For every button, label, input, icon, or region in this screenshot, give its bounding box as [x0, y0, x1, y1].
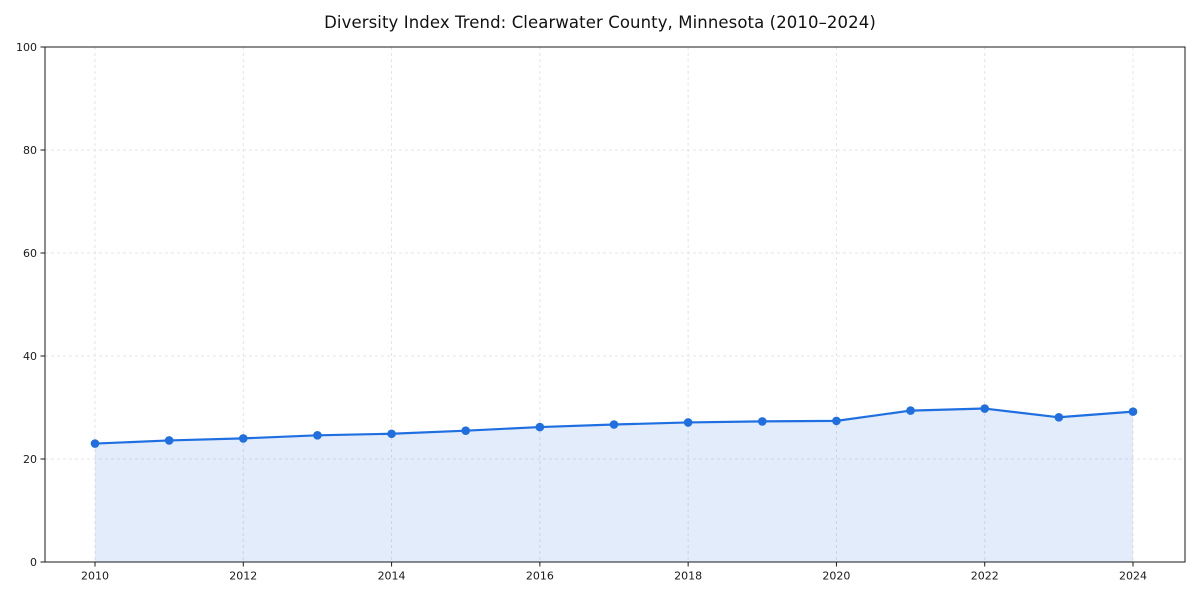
svg-text:0: 0	[30, 556, 37, 569]
svg-text:100: 100	[16, 41, 37, 54]
svg-text:20: 20	[23, 453, 37, 466]
gridlines	[45, 46, 1185, 562]
svg-text:2022: 2022	[971, 570, 999, 583]
svg-text:60: 60	[23, 247, 37, 260]
plot-border	[44, 46, 1186, 563]
svg-text:2020: 2020	[822, 570, 850, 583]
chart-title: Diversity Index Trend: Clearwater County…	[324, 13, 876, 32]
tick-marks	[40, 46, 1134, 567]
svg-text:2014: 2014	[378, 570, 406, 583]
svg-text:80: 80	[23, 144, 37, 157]
area-fill	[95, 408, 1133, 562]
svg-text:2010: 2010	[81, 570, 109, 583]
svg-text:2024: 2024	[1119, 570, 1147, 583]
svg-text:2016: 2016	[526, 570, 554, 583]
svg-text:40: 40	[23, 350, 37, 363]
svg-text:2012: 2012	[229, 570, 257, 583]
svg-text:2018: 2018	[674, 570, 702, 583]
data-point-markers	[90, 404, 1138, 448]
tick-labels: 2010 2012 2014 2016 2018 2020 2022 2024 0 20 40 60 8…	[16, 41, 1147, 583]
